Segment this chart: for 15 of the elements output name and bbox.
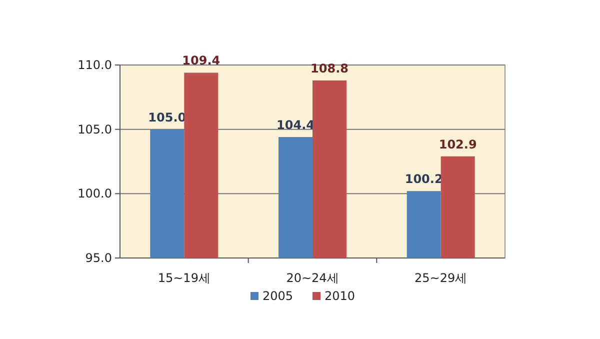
x-tick-label: 20~24세	[286, 271, 339, 285]
x-tick-label: 25~29세	[414, 271, 468, 285]
data-label: 100.2	[404, 172, 443, 186]
y-tick-label: 110.0	[78, 58, 112, 72]
y-tick-label: 95.0	[85, 251, 112, 265]
y-tick-label: 100.0	[78, 186, 112, 201]
legend-label: 2005	[262, 289, 294, 303]
y-tick-label: 105.0	[78, 122, 112, 136]
legend-label: 2010	[324, 289, 356, 303]
data-label: 104.4	[276, 118, 314, 132]
data-label: 109.4	[182, 54, 220, 68]
data-label: 105.0	[148, 110, 186, 124]
data-label: 102.9	[438, 137, 477, 152]
x-tick-label: 15~19세	[158, 271, 210, 285]
data-label: 108.8	[310, 61, 348, 76]
